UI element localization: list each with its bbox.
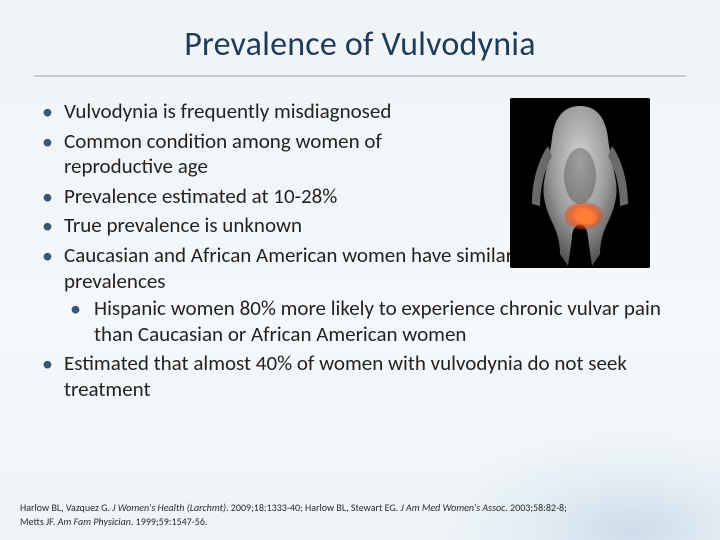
citation-text: . 1999;59:1547-56. bbox=[131, 515, 208, 528]
citation-text: Harlow BL, Vazquez G. bbox=[20, 501, 112, 514]
sub-bullet-item: Hispanic women 80% more likely to experi… bbox=[64, 296, 686, 347]
citation-italic: Am Fam Physician bbox=[58, 515, 131, 528]
title-rule bbox=[34, 75, 686, 77]
anatomy-illustration bbox=[510, 98, 650, 268]
citation-italic: J Am Med Women's Assoc bbox=[400, 501, 505, 514]
citation-text: . 2003;58:82-8; bbox=[505, 501, 567, 514]
bullet-text: Caucasian and African American women hav… bbox=[64, 242, 583, 294]
citation-italic: J Women's Health (Larchmt) bbox=[112, 501, 226, 514]
bullet-item: Vulvodynia is frequently misdiagnosed bbox=[34, 99, 454, 125]
sub-bullet-list: Hispanic women 80% more likely to experi… bbox=[64, 296, 686, 347]
bullet-item: Common condition among women of reproduc… bbox=[34, 129, 454, 180]
title-area: Prevalence of Vulvodynia bbox=[34, 24, 686, 65]
citation-text: Metts JF. bbox=[20, 515, 58, 528]
page-title: Prevalence of Vulvodynia bbox=[34, 24, 686, 65]
bullet-item: Prevalence estimated at 10-28% bbox=[34, 184, 454, 210]
citation-text: . 2009;18:1333-40; Harlow BL, Stewart EG… bbox=[226, 501, 400, 514]
slide: Prevalence of Vulvodynia Vulvodynia is f… bbox=[0, 0, 720, 540]
bullet-item: True prevalence is unknown bbox=[34, 213, 454, 239]
citation-footer: Harlow BL, Vazquez G. J Women's Health (… bbox=[20, 501, 700, 528]
bullet-item: Estimated that almost 40% of women with … bbox=[34, 351, 686, 402]
anatomy-svg bbox=[510, 98, 650, 268]
